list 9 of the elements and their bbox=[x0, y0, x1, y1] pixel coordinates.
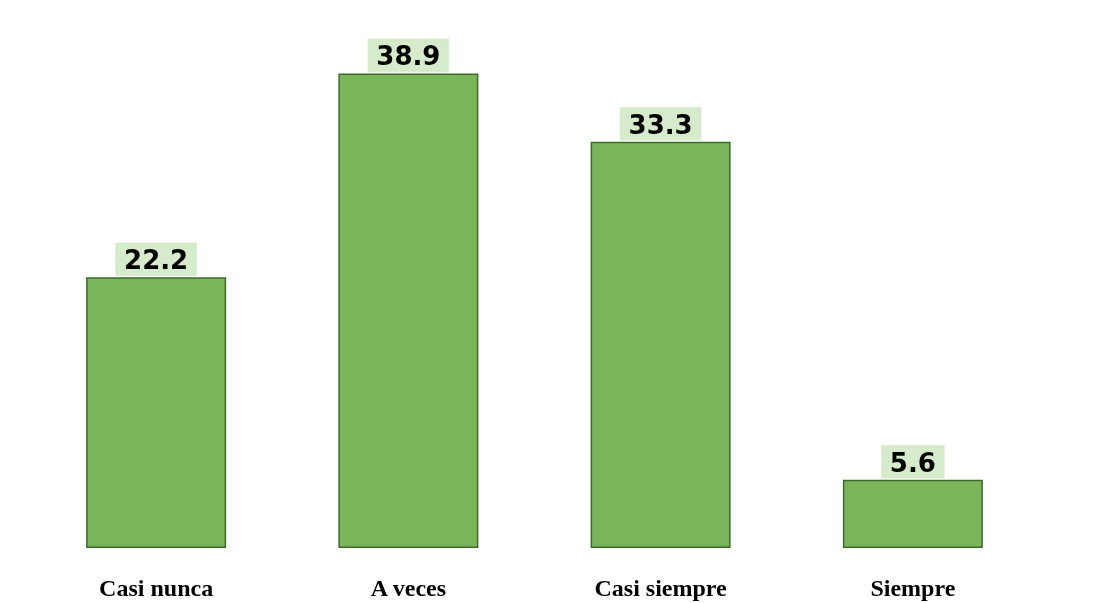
data-label: 22.2 bbox=[124, 245, 189, 276]
data-label: 38.9 bbox=[376, 41, 441, 72]
x-tick-label: Siempre bbox=[870, 575, 956, 601]
x-tick-label: Casi siempre bbox=[594, 575, 728, 601]
x-tick-label: Casi nunca bbox=[99, 575, 214, 601]
data-label: 33.3 bbox=[628, 109, 693, 140]
x-tick-label: A veces bbox=[370, 575, 447, 601]
bar bbox=[842, 479, 983, 548]
data-label: 5.6 bbox=[889, 447, 936, 478]
